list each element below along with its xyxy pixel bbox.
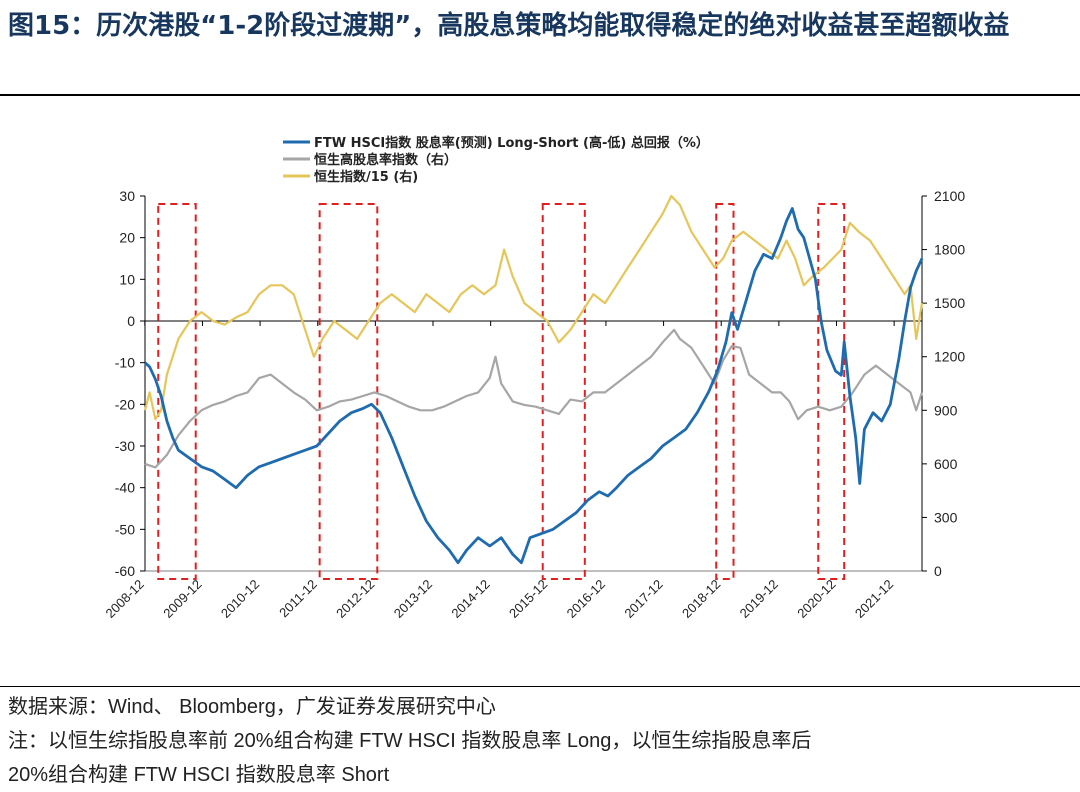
page-title: 图15：历次港股“1-2阶段过渡期”，高股息策略均能取得稳定的绝对收益甚至超额收… bbox=[8, 11, 1010, 41]
y-right-tick-label: 900 bbox=[934, 402, 958, 418]
x-tick-label: 2019-12 bbox=[737, 577, 781, 621]
x-tick-label: 2017-12 bbox=[621, 577, 665, 621]
highlight-box bbox=[817, 203, 846, 580]
y-right-tick-label: 0 bbox=[934, 563, 942, 579]
footer-divider bbox=[0, 686, 1080, 687]
y-left-tick-label: -10 bbox=[115, 355, 135, 371]
y-right-tick-label: 1200 bbox=[934, 349, 965, 365]
legend: FTW HSCI指数 股息率(预测) Long-Short (高-低) 总回报（… bbox=[283, 135, 709, 185]
x-tick-label: 2018-12 bbox=[679, 577, 723, 621]
x-tick-label: 2016-12 bbox=[564, 577, 608, 621]
y-left-tick-label: 30 bbox=[119, 188, 135, 204]
x-tick-label: 2009-12 bbox=[160, 577, 204, 621]
y-right-tick-label: 600 bbox=[934, 456, 958, 472]
y-right-tick-label: 2100 bbox=[934, 188, 965, 204]
y-right-tick-label: 300 bbox=[934, 509, 958, 525]
y-left-tick-label: -40 bbox=[115, 480, 135, 496]
x-tick-label: 2021-12 bbox=[852, 577, 896, 621]
highlight-box bbox=[318, 203, 379, 580]
x-tick-label: 2008-12 bbox=[103, 577, 147, 621]
highlight-box bbox=[715, 203, 735, 580]
x-tick-label: 2020-12 bbox=[794, 577, 838, 621]
series-line bbox=[144, 328, 924, 469]
y-left-tick-label: 0 bbox=[127, 313, 135, 329]
y-right-tick-label: 1800 bbox=[934, 242, 965, 258]
highlight-box bbox=[541, 203, 586, 580]
x-tick-label: 2010-12 bbox=[218, 577, 262, 621]
y-left-tick-label: 20 bbox=[119, 230, 135, 246]
axes: 30 20 10 0 -10 -20 -30 -40 -50 -60 2100 1800 1500 120… bbox=[103, 188, 966, 621]
series-line bbox=[143, 194, 924, 421]
x-tick-label: 2013-12 bbox=[391, 577, 435, 621]
chart: FTW HSCI指数 股息率(预测) Long-Short (高-低) 总回报（… bbox=[103, 135, 966, 621]
note-line-1: 注：以恒生综指股息率前 20%组合构建 FTW HSCI 指数股息率 Long，… bbox=[8, 730, 812, 752]
legend-label: 恒生高股息率指数（右） bbox=[314, 152, 457, 168]
series-lines bbox=[143, 194, 924, 565]
data-source: 数据来源：Wind、 Bloomberg，广发证券发展研究中心 bbox=[8, 696, 496, 718]
x-tick-label: 2011-12 bbox=[276, 577, 320, 621]
note-line-2: 20%组合构建 FTW HSCI 指数股息率 Short bbox=[8, 764, 390, 786]
x-tick-label: 2015-12 bbox=[506, 577, 550, 621]
y-left-tick-label: -50 bbox=[115, 521, 135, 537]
legend-label: 恒生指数/15 (右) bbox=[314, 169, 418, 185]
y-left-tick-label: -30 bbox=[115, 438, 135, 454]
y-left-tick-label: -60 bbox=[115, 563, 135, 579]
legend-label: FTW HSCI指数 股息率(预测) Long-Short (高-低) 总回报（… bbox=[314, 135, 709, 151]
x-tick-label: 2014-12 bbox=[448, 577, 492, 621]
title-divider bbox=[0, 94, 1080, 96]
y-right-tick-label: 1500 bbox=[934, 295, 965, 311]
x-tick-label: 2012-12 bbox=[333, 577, 377, 621]
y-left-tick-label: -20 bbox=[115, 396, 135, 412]
series-line bbox=[144, 207, 924, 565]
y-left-tick-label: 10 bbox=[119, 271, 135, 287]
